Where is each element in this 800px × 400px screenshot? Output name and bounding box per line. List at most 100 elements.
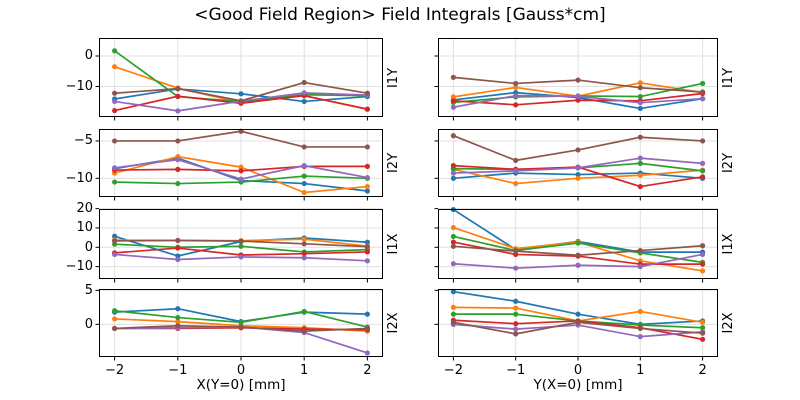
series-marker-C2-green xyxy=(112,48,118,54)
series-marker-C4-purple xyxy=(575,93,581,99)
series-marker-C1-orange xyxy=(700,319,706,325)
y-tick-label: 5 xyxy=(84,282,93,298)
axes-spines xyxy=(438,38,718,117)
series-marker-C2-green xyxy=(700,80,706,87)
plot-canvas xyxy=(434,129,718,201)
series-marker-C5-brown xyxy=(513,248,519,254)
series-marker-C2-green xyxy=(175,180,181,187)
series-marker-C1-orange xyxy=(637,308,643,315)
subplot-i2y-left xyxy=(95,128,383,201)
series-marker-C0-blue xyxy=(175,306,181,312)
series-marker-C0-blue xyxy=(301,180,307,187)
series-marker-C4-purple xyxy=(364,350,370,356)
series-marker-C3-red xyxy=(700,174,706,180)
row-label-i2y-right: I2Y xyxy=(721,152,736,174)
series-marker-C5-brown xyxy=(175,323,181,329)
series-marker-C5-brown xyxy=(301,241,307,247)
y-tick-label: −10 xyxy=(65,78,93,94)
series-marker-C4-purple xyxy=(450,261,456,267)
series-marker-C1-orange xyxy=(513,180,519,187)
series-marker-C1-orange xyxy=(364,183,370,190)
series-marker-C5-brown xyxy=(575,147,581,153)
series-marker-C1-orange xyxy=(513,84,519,91)
series-marker-C0-blue xyxy=(450,289,456,295)
series-marker-C5-brown xyxy=(238,324,244,330)
series-marker-C4-purple xyxy=(575,165,581,171)
series-marker-C3-red xyxy=(700,336,706,342)
series-marker-C5-brown xyxy=(513,80,519,87)
series-marker-C3-red xyxy=(450,163,456,169)
row-label-i1y-right: I1Y xyxy=(721,67,736,88)
xlabel-left-column: X(Y=0) [mm] xyxy=(196,377,286,393)
y-tick-label: 20 xyxy=(76,201,93,217)
series-marker-C5-brown xyxy=(364,244,370,250)
series-marker-C2-green xyxy=(637,160,643,166)
series-marker-C3-red xyxy=(700,261,706,267)
x-tick-label: −2 xyxy=(443,363,463,378)
series-marker-C5-brown xyxy=(450,74,456,80)
series-marker-C2-green xyxy=(238,243,244,249)
series-marker-C4-purple xyxy=(112,251,118,258)
series-marker-C5-brown xyxy=(637,134,643,140)
plot-canvas xyxy=(95,38,383,121)
series-marker-C5-brown xyxy=(112,238,118,244)
series-marker-C5-brown xyxy=(700,138,706,144)
x-tick-label: 2 xyxy=(363,363,372,378)
series-marker-C5-brown xyxy=(513,331,519,337)
series-marker-C3-red xyxy=(364,249,370,255)
y-tick-label: 0 xyxy=(84,239,93,255)
y-tick-label: 10 xyxy=(76,220,93,236)
series-marker-C3-red xyxy=(450,239,456,245)
series-marker-C4-purple xyxy=(575,262,581,268)
series-marker-C3-red xyxy=(175,166,181,172)
row-label-i1x-left: I1X xyxy=(386,233,401,255)
series-marker-C5-brown xyxy=(700,243,706,249)
series-marker-C5-brown xyxy=(637,85,643,91)
subplot-i2y-right xyxy=(434,129,718,201)
series-marker-C5-brown xyxy=(301,144,307,150)
row-label-i2y-left: I2Y xyxy=(386,152,401,174)
series-marker-C5-brown xyxy=(175,138,181,144)
series-marker-C0-blue xyxy=(112,233,118,239)
series-marker-C3-red xyxy=(238,168,244,174)
series-marker-C4-purple xyxy=(637,264,643,270)
series-marker-C5-brown xyxy=(301,328,307,334)
series-marker-C4-purple xyxy=(175,157,181,163)
series-marker-C3-red xyxy=(175,93,181,99)
series-marker-C2-green xyxy=(450,233,456,240)
x-tick-label: 2 xyxy=(698,363,707,378)
series-marker-C0-blue xyxy=(575,311,581,317)
series-marker-C5-brown xyxy=(112,325,118,332)
series-marker-C5-brown xyxy=(450,133,456,139)
series-marker-C4-purple xyxy=(175,256,181,263)
series-marker-C0-blue xyxy=(450,175,456,181)
series-marker-C5-brown xyxy=(637,325,643,332)
series-marker-C5-brown xyxy=(450,319,456,325)
series-marker-C1-orange xyxy=(112,64,118,70)
subplot-i1y-right xyxy=(434,38,718,121)
x-tick-label: 0 xyxy=(573,363,583,378)
subplot-i2x-left xyxy=(95,289,383,361)
series-marker-C0-blue xyxy=(364,188,370,194)
series-marker-C2-green xyxy=(700,325,706,331)
series-marker-C2-green xyxy=(301,173,307,179)
series-marker-C4-purple xyxy=(450,104,456,110)
series-marker-C1-orange xyxy=(450,94,456,100)
axes-spines xyxy=(99,209,383,279)
x-tick-label: 1 xyxy=(636,363,645,378)
series-marker-C4-purple xyxy=(637,100,643,106)
series-marker-C1-orange xyxy=(700,268,706,274)
series-marker-C2-green xyxy=(637,93,643,100)
series-marker-C4-purple xyxy=(364,174,370,181)
plot-canvas xyxy=(95,128,383,201)
subplot-i2x-right xyxy=(434,289,718,361)
y-tick-label: 0 xyxy=(84,316,93,332)
x-tick-label: −1 xyxy=(506,363,526,378)
series-marker-C0-blue xyxy=(301,98,307,105)
series-marker-C5-brown xyxy=(175,86,181,92)
series-marker-C5-brown xyxy=(637,247,643,254)
series-marker-C5-brown xyxy=(575,252,581,258)
series-marker-C4-purple xyxy=(364,258,370,264)
series-marker-C4-purple xyxy=(450,170,456,176)
plot-canvas xyxy=(434,289,718,361)
